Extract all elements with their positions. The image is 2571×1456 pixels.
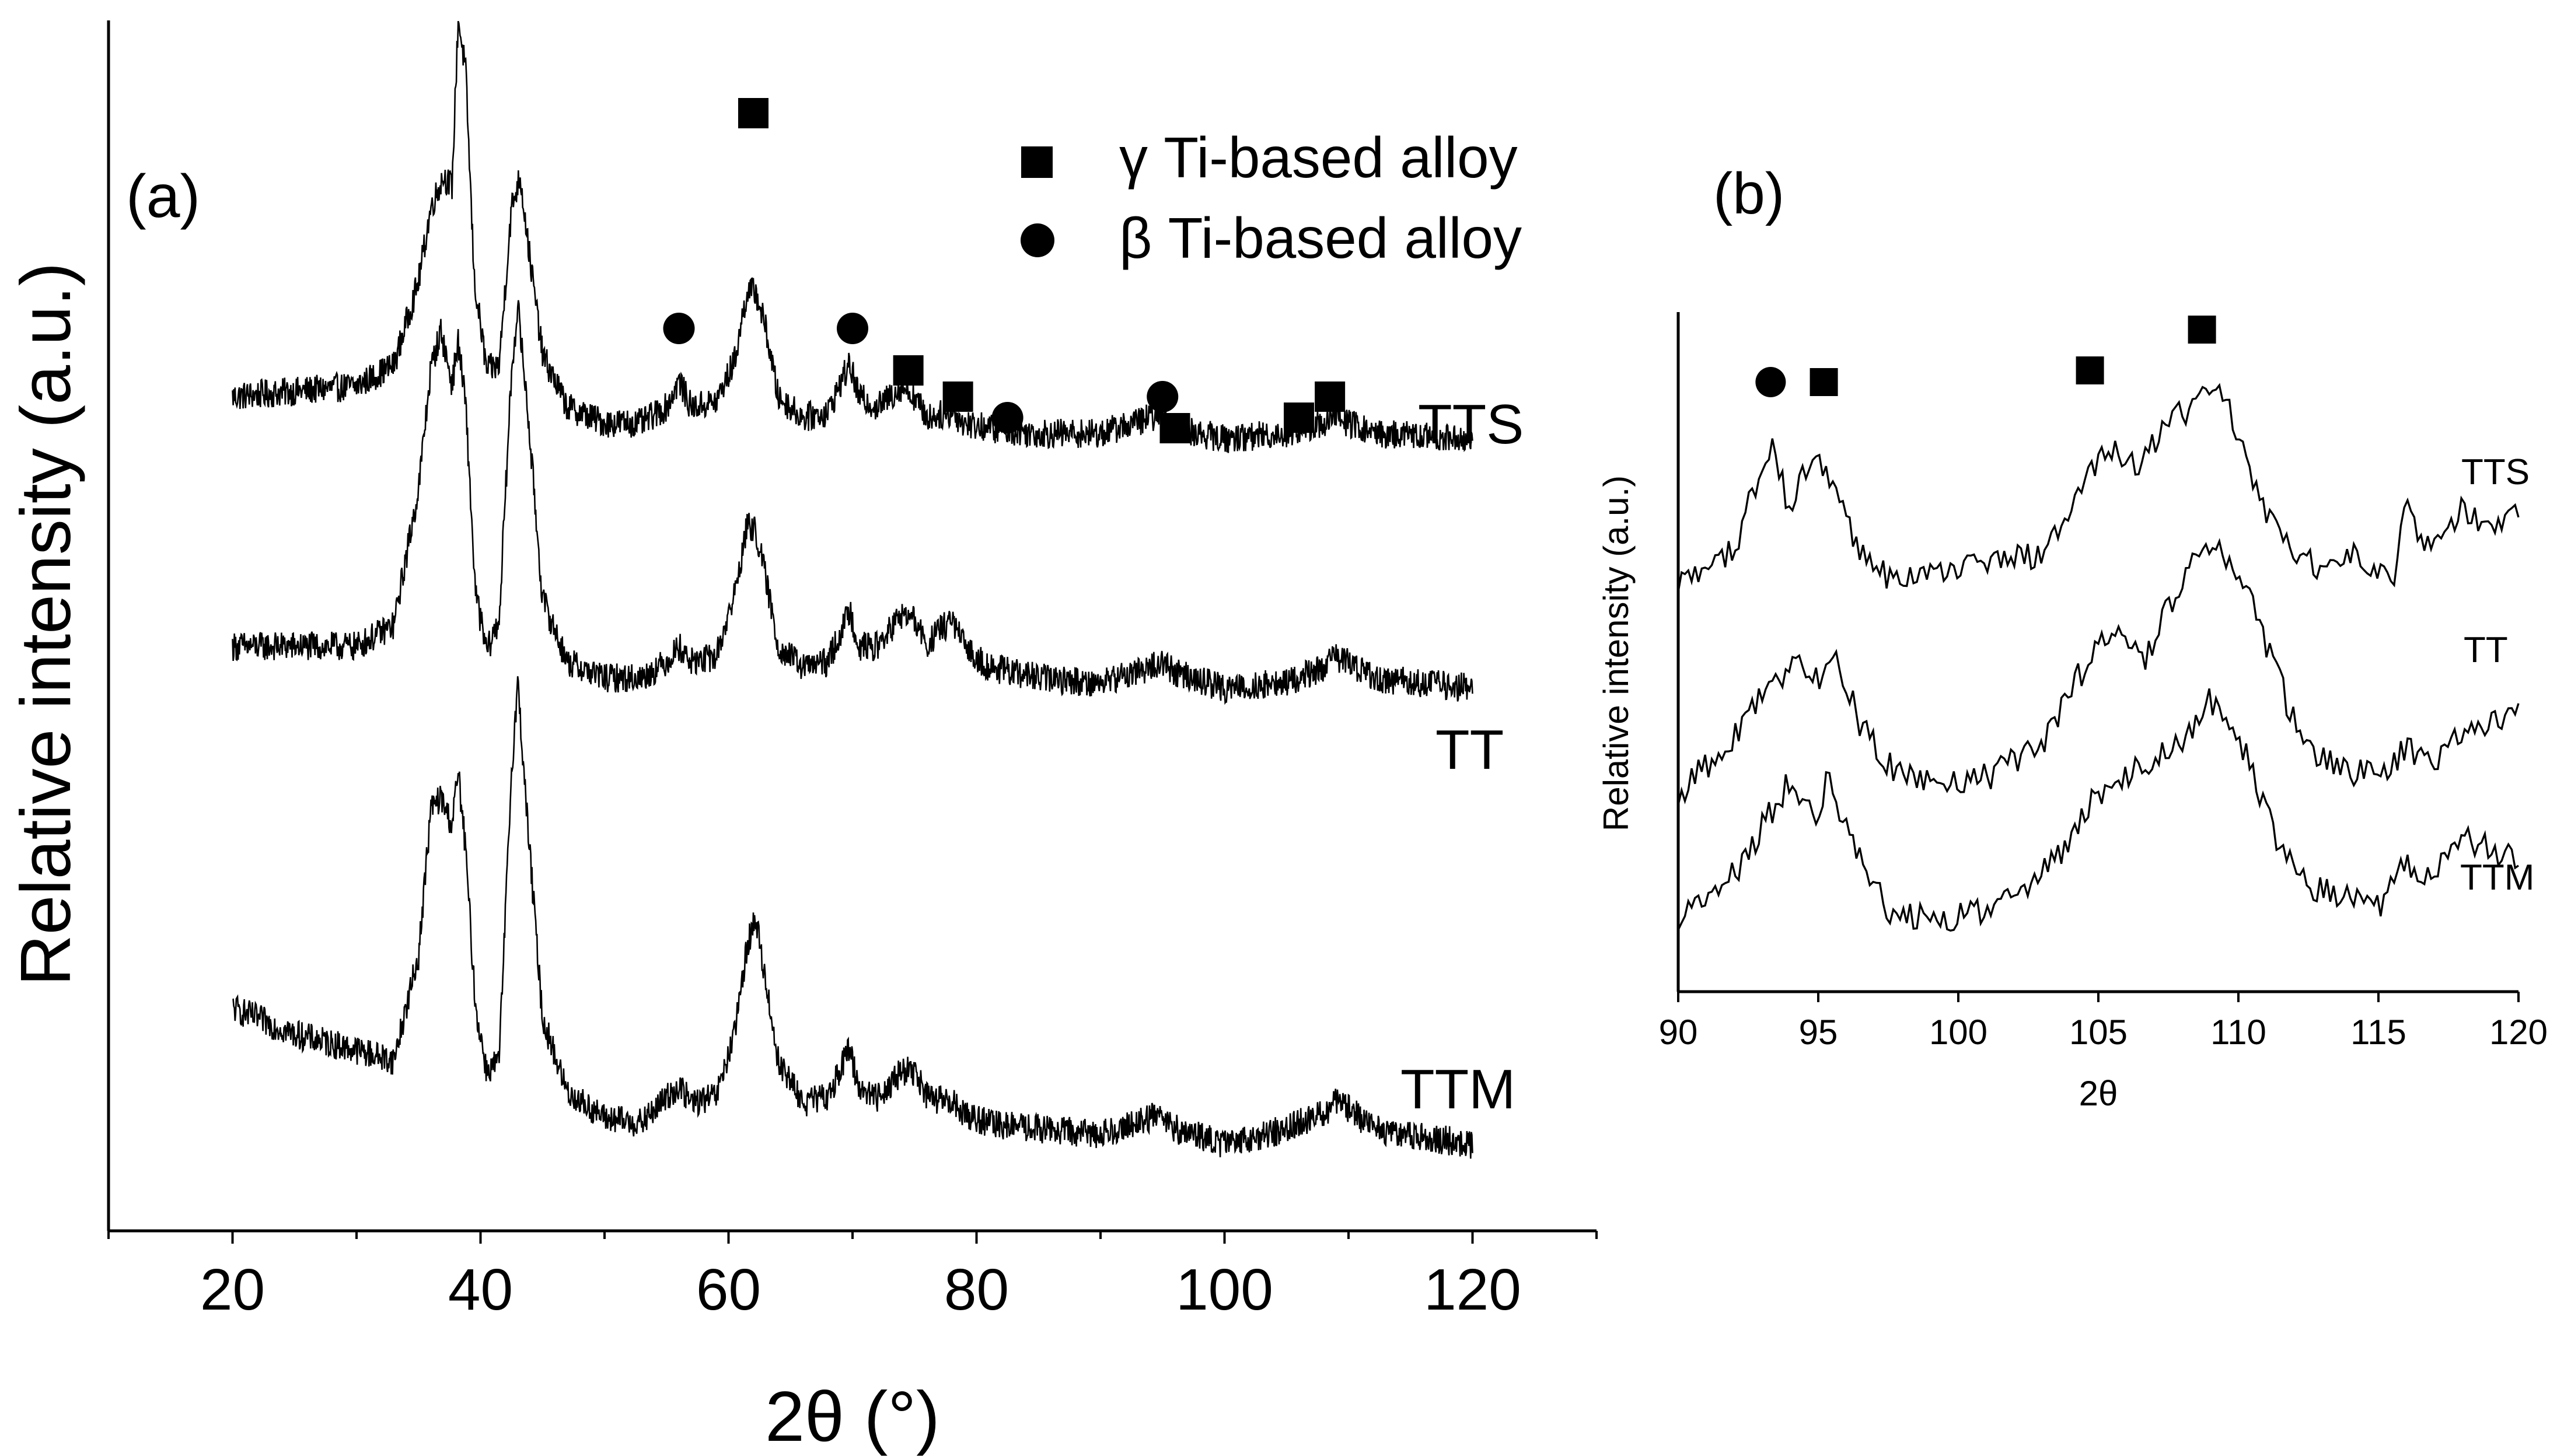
gamma-phase-marker <box>942 382 973 412</box>
x-tick-label: 105 <box>2069 1013 2128 1052</box>
series-label-tts: TTS <box>1418 393 1524 456</box>
x-tick-label: 120 <box>2489 1013 2548 1052</box>
gamma-phase-marker <box>1159 413 1190 443</box>
series-label-tt: TT <box>2464 630 2508 670</box>
x-tick-label: 40 <box>448 1257 513 1322</box>
series-label-tts: TTS <box>2461 452 2530 492</box>
series-line-ttm <box>1677 688 2519 932</box>
gamma-phase-marker <box>1315 382 1346 412</box>
beta-phase-marker <box>991 402 1023 433</box>
beta-phase-marker <box>837 313 868 344</box>
beta-phase-marker <box>1147 381 1179 412</box>
panel-a: 20 40 60 80 100 120 TTS TT TTM (a) 2θ (°) Relat… <box>6 20 1598 1456</box>
gamma-phase-marker <box>2188 316 2216 344</box>
panel-a-phase-markers <box>663 98 1346 443</box>
series-label-ttm: TTM <box>1400 1058 1515 1121</box>
legend-entry-gamma: γ Ti-based alloy <box>1119 125 1518 190</box>
x-tick-label: 60 <box>696 1257 761 1322</box>
series-line-tts <box>232 20 1473 453</box>
series-line-ttm <box>232 676 1473 1159</box>
series-line-tt <box>232 300 1473 705</box>
legend: γ Ti-based alloy β Ti-based alloy <box>1021 125 1522 270</box>
panel-b-phase-markers <box>1755 316 2216 397</box>
legend-entry-beta: β Ti-based alloy <box>1119 206 1522 270</box>
beta-phase-marker <box>1755 367 1786 397</box>
gamma-phase-marker <box>893 355 924 386</box>
series-label-ttm: TTM <box>2460 858 2534 898</box>
series-line-tt <box>1677 538 2520 806</box>
panel-b-x-label: 2θ <box>2079 1074 2118 1113</box>
beta-phase-marker <box>663 313 695 344</box>
panel-b-label: (b) <box>1713 161 1784 226</box>
gamma-phase-marker <box>1810 368 1838 396</box>
x-tick-label: 100 <box>1929 1013 1987 1052</box>
panel-b-ticks: 90 95 100 105 110 115 120 <box>1659 992 2548 1052</box>
x-tick-label: 100 <box>1176 1257 1273 1322</box>
panel-b-series-labels: TTS TT TTM <box>2460 452 2534 898</box>
panel-a-series <box>232 20 1473 1159</box>
panel-b: 90 95 100 105 110 115 120 TTS TT TTM (b) 2θ Rela… <box>1597 161 2548 1113</box>
series-line-tts <box>1677 383 2520 592</box>
panel-a-ticks: 20 40 60 80 100 120 <box>107 1231 1598 1322</box>
panel-a-y-label: Relative intensity (a.u.) <box>6 262 85 986</box>
x-tick-label: 90 <box>1659 1013 1698 1052</box>
series-label-tt: TT <box>1435 719 1504 781</box>
x-tick-label: 20 <box>200 1257 265 1322</box>
panel-b-y-label: Relative intensity (a.u.) <box>1597 475 1636 831</box>
gamma-phase-marker <box>738 98 768 128</box>
legend-circle-marker <box>1021 223 1054 257</box>
x-tick-label: 120 <box>1424 1257 1521 1322</box>
x-tick-label: 115 <box>2350 1013 2406 1052</box>
panel-a-label: (a) <box>126 163 200 230</box>
panel-a-series-labels: TTS TT TTM <box>1400 393 1524 1121</box>
legend-square-marker <box>1021 146 1053 178</box>
x-tick-label: 80 <box>944 1257 1009 1322</box>
panel-b-series <box>1677 383 2520 932</box>
gamma-phase-marker <box>1284 402 1314 433</box>
panel-a-x-label: 2θ (°) <box>765 1377 940 1456</box>
gamma-phase-marker <box>2076 356 2104 384</box>
x-tick-label: 95 <box>1799 1013 1838 1052</box>
x-tick-label: 110 <box>2210 1013 2266 1052</box>
